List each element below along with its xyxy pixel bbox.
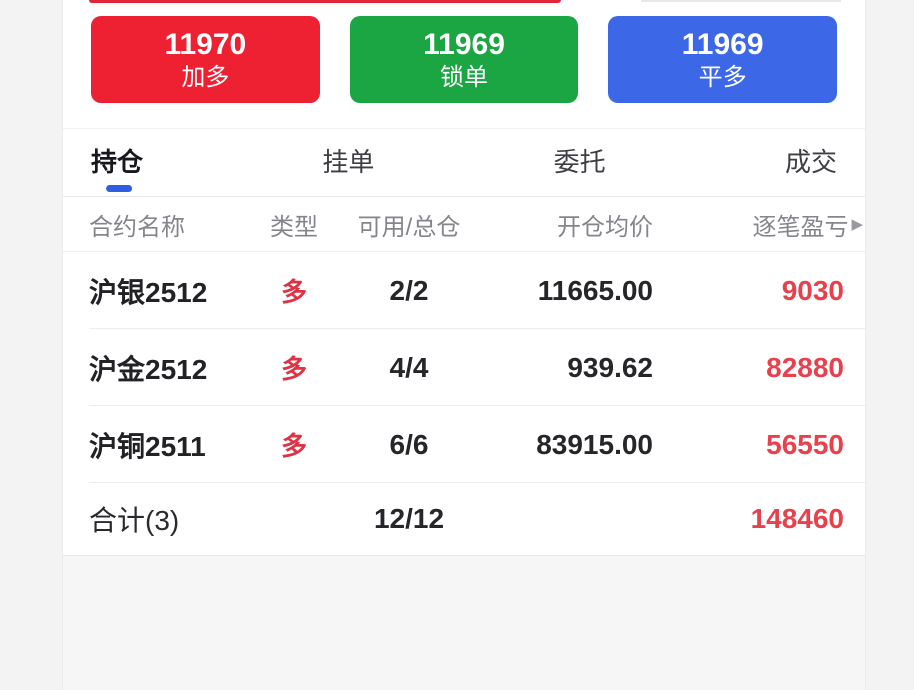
header-type: 类型	[270, 213, 318, 241]
close-long-button[interactable]: 11969 平多	[608, 16, 838, 103]
position-row-hu-tong-2511[interactable]: 沪铜2511 多 6/6 83915.00 56550	[63, 406, 865, 483]
header-contract-name: 合约名称	[89, 213, 185, 241]
close-long-price: 11969	[681, 27, 764, 61]
lock-order-button[interactable]: 11969 锁单	[349, 16, 579, 103]
header-pnl-toggle[interactable]: 逐笔盈亏 ▶	[653, 207, 865, 242]
position-direction: 多	[280, 354, 307, 384]
position-row-hu-yin-2512[interactable]: 沪银2512 多 2/2 11665.00 9030	[63, 252, 865, 329]
available-total: 6/6	[389, 428, 429, 460]
cutoff-gray-element	[641, 0, 841, 2]
lock-order-price: 11969	[423, 27, 505, 61]
tab-positions-label: 持仓	[91, 147, 144, 177]
pnl-value: 56550	[766, 428, 844, 460]
pnl-value: 9030	[781, 274, 844, 306]
close-long-label: 平多	[698, 63, 747, 91]
total-available-total: 12/12	[373, 503, 445, 534]
add-long-price: 11970	[164, 27, 247, 61]
open-avg-price: 83915.00	[536, 428, 653, 460]
open-avg-price: 939.62	[567, 351, 653, 383]
total-label: 合计(3)	[89, 505, 180, 536]
contract-name: 沪金2512	[89, 353, 208, 385]
order-tabs: 持仓 挂单 委托 成交	[63, 128, 865, 197]
cutoff-red-element	[89, 0, 561, 3]
add-long-label: 加多	[181, 63, 230, 91]
tab-positions[interactable]: 持仓	[91, 129, 143, 196]
contract-name: 沪银2512	[89, 276, 208, 308]
tab-entrusted[interactable]: 委托	[554, 129, 606, 196]
available-total: 4/4	[389, 351, 429, 383]
open-avg-price: 11665.00	[537, 274, 653, 306]
tab-filled-label: 成交	[784, 147, 837, 177]
tab-filled[interactable]: 成交	[785, 129, 837, 196]
tab-entrusted-label: 委托	[553, 147, 606, 177]
positions-panel: 11970 加多 11969 锁单 11969 平多 持仓	[63, 0, 865, 555]
empty-area	[63, 555, 865, 690]
total-pnl-value: 148460	[750, 503, 844, 534]
positions-table-header: 合约名称 类型 可用/总仓 开仓均价 逐笔盈亏 ▶	[63, 197, 865, 252]
header-open-avg-price: 开仓均价	[557, 213, 653, 241]
active-tab-indicator	[106, 185, 133, 192]
header-pnl-label: 逐笔盈亏	[752, 213, 849, 241]
tab-pending-orders[interactable]: 挂单	[322, 129, 374, 196]
caret-right-icon: ▶	[851, 215, 863, 233]
header-available-total: 可用/总仓	[357, 213, 461, 241]
positions-total-row: 合计(3) 12/12 148460	[63, 483, 865, 555]
phone-viewport: 11970 加多 11969 锁单 11969 平多 持仓	[62, 0, 866, 690]
position-direction: 多	[280, 431, 307, 461]
tab-pending-orders-label: 挂单	[322, 147, 375, 177]
pnl-value: 82880	[766, 351, 844, 383]
add-long-button[interactable]: 11970 加多	[91, 16, 320, 103]
trade-action-bar: 11970 加多 11969 锁单 11969 平多	[63, 0, 865, 103]
position-direction: 多	[280, 277, 307, 307]
position-row-hu-jin-2512[interactable]: 沪金2512 多 4/4 939.62 82880	[63, 329, 865, 406]
available-total: 2/2	[389, 274, 429, 306]
contract-name: 沪铜2511	[89, 430, 206, 462]
lock-order-label: 锁单	[440, 63, 488, 91]
